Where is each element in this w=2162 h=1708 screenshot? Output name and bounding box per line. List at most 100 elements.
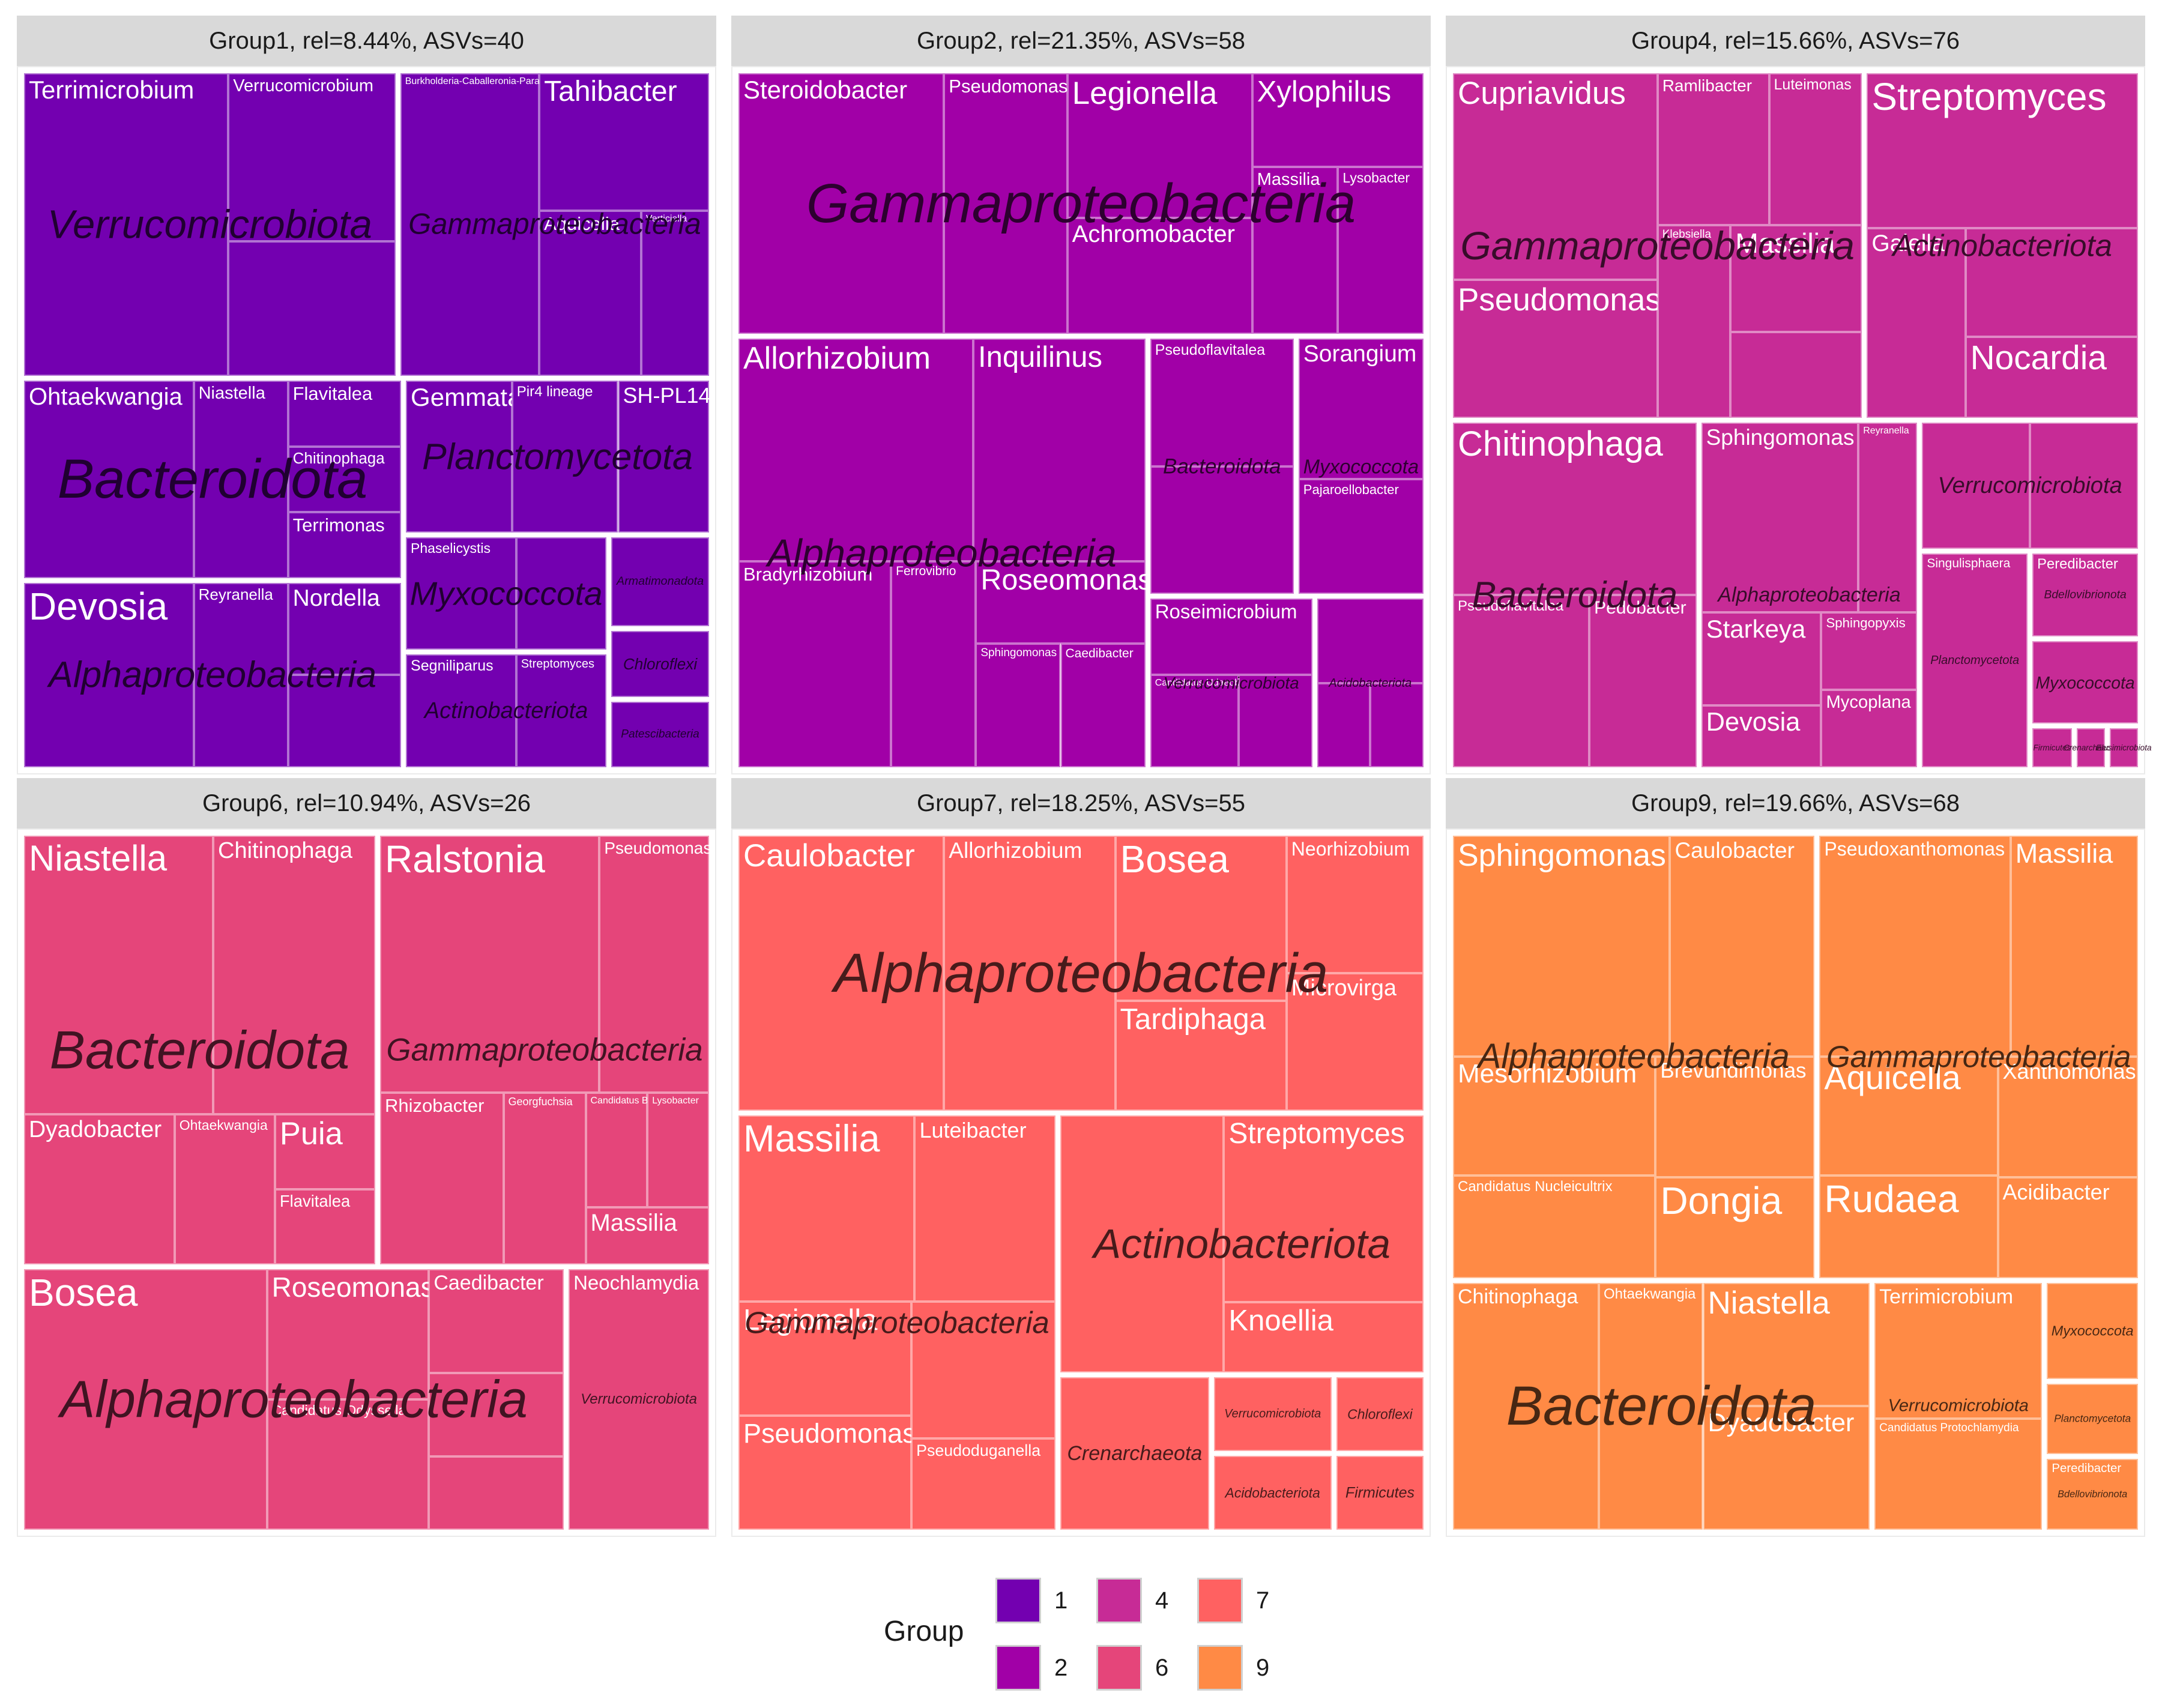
genus-cell: Puia (274, 1114, 376, 1189)
panel-group4: Cupriavidus Pseudomonas Ramlibacter Luteimo… (1446, 66, 2152, 774)
genus-cell: Sphingomonas (1453, 836, 1670, 1057)
genus-label: Pir4 lineage (516, 384, 593, 400)
legend-label-1: 1 (1054, 1587, 1068, 1614)
genus-label: Cupriavidus (1458, 76, 1626, 111)
phylum-block-chloroflexi: Chloroflexi (611, 631, 709, 697)
genus-label: Nordella (292, 585, 380, 611)
genus-label: Chitinophaga (218, 838, 352, 863)
genus-cell: Candidatus Protochlamydia (1874, 1419, 2043, 1530)
genus-cell: Ohtaekwangia (1598, 1282, 1703, 1530)
genus-cell: Candidatus Odyssella (267, 1399, 429, 1530)
genus-cell: Klebsiella (1657, 225, 1731, 418)
genus-cell (911, 1302, 1056, 1439)
genus-label: Sphingopyxis (1826, 615, 1906, 630)
genus-cell: Verrucomicrobium (228, 73, 396, 242)
genus-cell: Massilia (585, 1207, 709, 1264)
genus-label: Roseimicrobium (1155, 601, 1297, 624)
genus-cell: Caulobacter (1670, 836, 1815, 1057)
genus-label: Sphingomonas (1458, 838, 1666, 873)
genus-cell: Ralstonia (380, 836, 600, 1093)
legend-label-4: 4 (1155, 1587, 1169, 1614)
genus-cell: Chitinophaga (1453, 423, 1697, 595)
genus-cell: Nordella (288, 582, 402, 675)
genus-label: Niastella (198, 384, 265, 403)
genus-cell (611, 631, 709, 697)
genus-cell (2032, 728, 2072, 767)
genus-label: Segniliparus (411, 657, 494, 675)
genus-label: Niastella (29, 838, 168, 878)
genus-label: Terrimicrobium (1879, 1285, 2014, 1308)
phylum-block-planctomycetota: Planctomycetota (2047, 1383, 2138, 1455)
genus-label: Mesorhizobium (1458, 1059, 1637, 1089)
genus-cell: Ohtaekwangia (174, 1114, 275, 1264)
legend-label-9: 9 (1256, 1655, 1270, 1681)
genus-label: Luteibacter (919, 1117, 1027, 1142)
genus-cell (2030, 423, 2138, 549)
genus-label: Pseudoflavitalea (1155, 342, 1266, 359)
genus-label: Reyranella (198, 585, 273, 603)
phylum-block-gammaproteobacteria: Cupriavidus Pseudomonas Ramlibacter Luteimo… (1453, 73, 1862, 418)
genus-cell: Streptomyces (516, 654, 606, 767)
genus-label: Tardiphaga (1120, 1003, 1266, 1036)
genus-label: Allorhizobium (949, 838, 1083, 863)
genus-cell: Streptomyces (1867, 73, 2138, 229)
phylum-block-actinobacteriota: Segniliparus Streptomyces Actinobacteriota (406, 654, 606, 767)
genus-cell (228, 241, 396, 376)
panel-title-group1: Group1, rel=8.44%, ASVs=40 (17, 16, 716, 66)
genus-label: Candidatus Odyssella (271, 1402, 406, 1418)
phylum-block-crenarchaeota: Crenarchaeota (1060, 1377, 1209, 1530)
genus-label: Tahibacter (544, 76, 677, 107)
genus-label: Streptomyces (1228, 1117, 1405, 1150)
phylum-block-gammaproteobacteria: Massilia Luteibacter Legionella Pseudomonas… (738, 1115, 1056, 1530)
genus-label: Inquilinus (977, 341, 1102, 374)
genus-cell: Candidatus Berkiella (585, 1093, 678, 1207)
genus-cell: Streptomyces (1224, 1115, 1424, 1303)
genus-cell: Gemmata (406, 381, 521, 533)
genus-cell: Mycoplana (1821, 689, 1918, 767)
genus-cell: Devosia (1701, 705, 1822, 767)
phylum-block-crenarchaeota: Crenarchaeota (2064, 728, 2118, 767)
genus-cell: Caedibacter (1060, 644, 1146, 767)
genus-cell: Gaiella (1867, 228, 1966, 418)
genus-cell: Microvirga (1286, 973, 1424, 1111)
phylum-block-alphaproteobacteria: Bosea Roseomonas Candidatus Odyssella Caedi… (24, 1269, 564, 1530)
phylum-block-firmicutes: Firmicutes (2032, 728, 2072, 767)
genus-label: Streptomyces (521, 657, 594, 671)
genus-cell: Lysobacter (1338, 167, 1424, 334)
genus-label: Dyadobacter (1708, 1408, 1855, 1438)
phylum-block-bacteroidota: Niastella Chitinophaga Dyadobacter Ohtaekwa… (24, 836, 376, 1264)
genus-cell: Inquilinus (973, 339, 1146, 562)
genus-label: Pedobacter (1594, 598, 1686, 618)
genus-label: Gemmata (411, 383, 522, 412)
genus-label: Bosea (29, 1270, 138, 1314)
genus-label: Terrimicrobium (29, 76, 195, 104)
genus-label: Caulobacter (743, 838, 915, 874)
phylum-block-verrucomicrobiota: Neochlamydia Verrucomicrobiota (569, 1269, 709, 1530)
genus-cell: Flavitalea (274, 1189, 376, 1264)
genus-cell (429, 1373, 564, 1457)
genus-cell: Sphingopyxis (1821, 612, 1918, 690)
genus-cell: Massilia (1252, 167, 1338, 334)
genus-label: Caedibacter (1065, 647, 1134, 661)
phylum-block-bacteroidota: Chitinophaga Pseudoflavitalea Pedobacter Ba… (1453, 423, 1697, 767)
genus-label: Gaiella (1871, 231, 1945, 257)
legend-key-4 (1096, 1578, 1142, 1623)
genus-label: Sorangium (1303, 341, 1417, 367)
genus-cell: Pseudomonas (944, 73, 1067, 334)
genus-cell: Pseudoflavitalea (1150, 339, 1294, 466)
phylum-block-gammaproteobacteria: Pseudoxanthomonas Massilia Aquicella Rudaea… (1819, 836, 2138, 1278)
genus-label: Ohtaekwangia (1603, 1285, 1696, 1302)
genus-cell (1213, 1456, 1332, 1530)
genus-cell: Flavitalea (288, 381, 402, 447)
genus-label: Xylophilus (1257, 76, 1392, 108)
genus-cell: Bosea (1115, 836, 1287, 1001)
genus-cell (2109, 728, 2138, 767)
genus-label: Dongia (1660, 1179, 1783, 1223)
phylum-block-acidobacteriota: Acidobacteriota (1213, 1456, 1332, 1530)
genus-cell: Chitinophaga (1453, 1282, 1599, 1530)
genus-cell (1150, 466, 1294, 594)
phylum-block-bdellovibrionota: Peredibacter Bdellovibrionota (2047, 1459, 2138, 1530)
legend-label-7: 7 (1256, 1587, 1270, 1614)
genus-cell: Steroidobacter (738, 73, 944, 334)
genus-label: Bosea (1120, 837, 1230, 881)
